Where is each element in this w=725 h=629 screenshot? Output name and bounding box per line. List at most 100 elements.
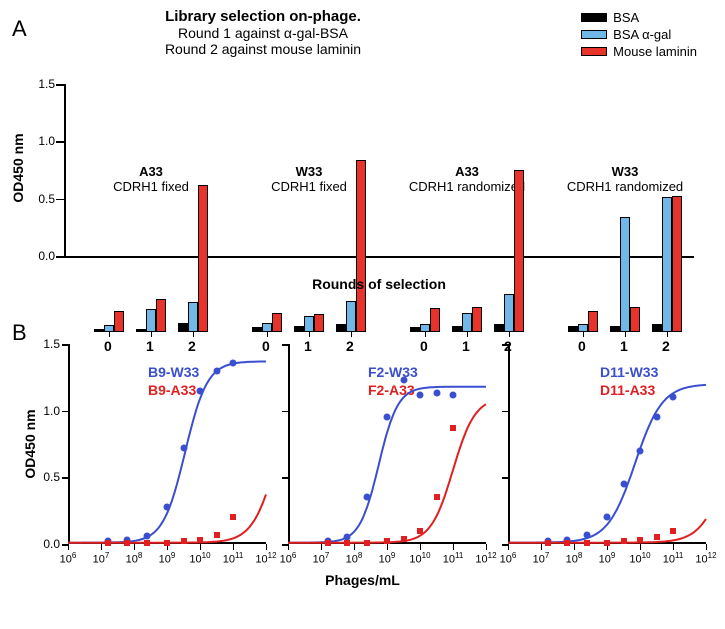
fit-curve (68, 362, 266, 543)
xtick-label: 108 (126, 551, 143, 566)
data-point (105, 540, 111, 546)
xtick-label: 1011 (443, 551, 464, 566)
xtick-label: 1010 (189, 551, 210, 566)
legend-agal: BSA α-gal (581, 27, 697, 42)
data-point (545, 540, 551, 546)
data-point (654, 534, 660, 540)
xtick-label: 1011 (663, 551, 684, 566)
xtick-label: 109 (159, 551, 176, 566)
figure: A Library selection on-phage. Round 1 ag… (8, 8, 717, 604)
bar-group: W33CDRH1 randomized012 (550, 160, 700, 332)
panel-a-legend: BSA BSA α-gal Mouse laminin (581, 10, 697, 61)
bar-agal (662, 197, 672, 332)
subplot: 0.00.51.01.5106107108109101010111012B9-W… (68, 344, 266, 544)
xtick-label: 1012 (255, 551, 276, 566)
data-point (181, 538, 187, 544)
data-point (434, 494, 440, 500)
panel-a-ylabel: OD450 nm (10, 133, 26, 202)
bar-triplet (336, 160, 366, 332)
bar-group: A33CDRH1 fixed012 (76, 160, 226, 332)
xtick-label: 109 (379, 551, 396, 566)
xtick-label: 1012 (695, 551, 716, 566)
bar-triplet (652, 196, 682, 332)
xtick-label: 108 (346, 551, 363, 566)
data-point (144, 540, 150, 546)
xtick-label: 107 (93, 551, 110, 566)
xtick-label: 1011 (223, 551, 244, 566)
panel-a-header: Library selection on-phage. Round 1 agai… (98, 8, 428, 57)
xtick-label: 108 (566, 551, 583, 566)
swatch-laminin (581, 47, 607, 56)
ytick-label: 1.5 (32, 337, 60, 351)
legend-bsa: BSA (581, 10, 697, 25)
data-point (637, 447, 644, 454)
data-point (401, 536, 407, 542)
fit-curve (288, 387, 486, 543)
ytick-label: 1.0 (32, 404, 60, 418)
panel-a-sub2: Round 2 against mouse laminin (98, 41, 428, 57)
data-point (621, 538, 627, 544)
panel-a-plot: A33CDRH1 fixed012W33CDRH1 fixed012A33CDR… (64, 84, 694, 256)
group-title: W33CDRH1 randomized (550, 164, 700, 194)
data-point (144, 533, 151, 540)
data-point (124, 540, 130, 546)
panel-a: A Library selection on-phage. Round 1 ag… (8, 8, 717, 308)
ytick-label: 0.0 (32, 537, 60, 551)
bar-group: W33CDRH1 fixed012 (234, 160, 384, 332)
xtick-label: 106 (500, 551, 517, 566)
data-point (164, 540, 170, 546)
curve-svg (68, 344, 266, 544)
data-point (230, 514, 236, 520)
data-point (620, 481, 627, 488)
data-point (197, 387, 204, 394)
xtick-label: 106 (280, 551, 297, 566)
bar-lam (356, 160, 366, 332)
legend-laminin-label: Mouse laminin (613, 44, 697, 59)
panel-a-label: A (12, 16, 27, 42)
data-point (670, 528, 676, 534)
legend-bsa-label: BSA (613, 10, 639, 25)
panel-b-ylabel: OD450 nm (22, 409, 38, 478)
panel-a-sub1: Round 1 against α-gal-BSA (98, 25, 428, 41)
legend-laminin: Mouse laminin (581, 44, 697, 59)
data-point (230, 359, 237, 366)
swatch-bsa (581, 13, 607, 22)
xtick-label: 109 (599, 551, 616, 566)
data-point (213, 367, 220, 374)
data-point (214, 532, 220, 538)
panel-b-label: B (12, 320, 27, 346)
xtick-label: 1010 (629, 551, 650, 566)
data-point (604, 514, 611, 521)
xtick-label: 107 (313, 551, 330, 566)
data-point (344, 540, 350, 546)
xtick-label: 107 (533, 551, 550, 566)
subplot: 106107108109101010111012F2-W33F2-A33 (288, 344, 486, 544)
bar-lam (672, 196, 682, 332)
data-point (653, 414, 660, 421)
data-point (364, 540, 370, 546)
data-point (604, 540, 610, 546)
bar-lam (198, 185, 208, 332)
data-point (180, 445, 187, 452)
data-point (384, 538, 390, 544)
xtick-label: 106 (60, 551, 77, 566)
ytick-label: 0.5 (32, 470, 60, 484)
ytick-label: 1.5 (25, 77, 55, 91)
data-point (164, 503, 171, 510)
bar-lam (514, 170, 524, 332)
data-point (670, 394, 677, 401)
bar-triplet (494, 170, 524, 332)
panel-a-xlabel: Rounds of selection (64, 276, 694, 292)
bar-triplet (178, 185, 208, 332)
bar-group: A33CDRH1 randomized012 (392, 160, 542, 332)
fit-curve (68, 495, 266, 543)
data-point (564, 540, 570, 546)
data-point (433, 390, 440, 397)
subplot: 106107108109101010111012D11-W33D11-A33 (508, 344, 706, 544)
data-point (364, 494, 371, 501)
data-point (450, 425, 456, 431)
panel-a-title: Library selection on-phage. (98, 8, 428, 25)
data-point (325, 540, 331, 546)
xtick-label: 1010 (409, 551, 430, 566)
fit-curve (288, 404, 486, 542)
